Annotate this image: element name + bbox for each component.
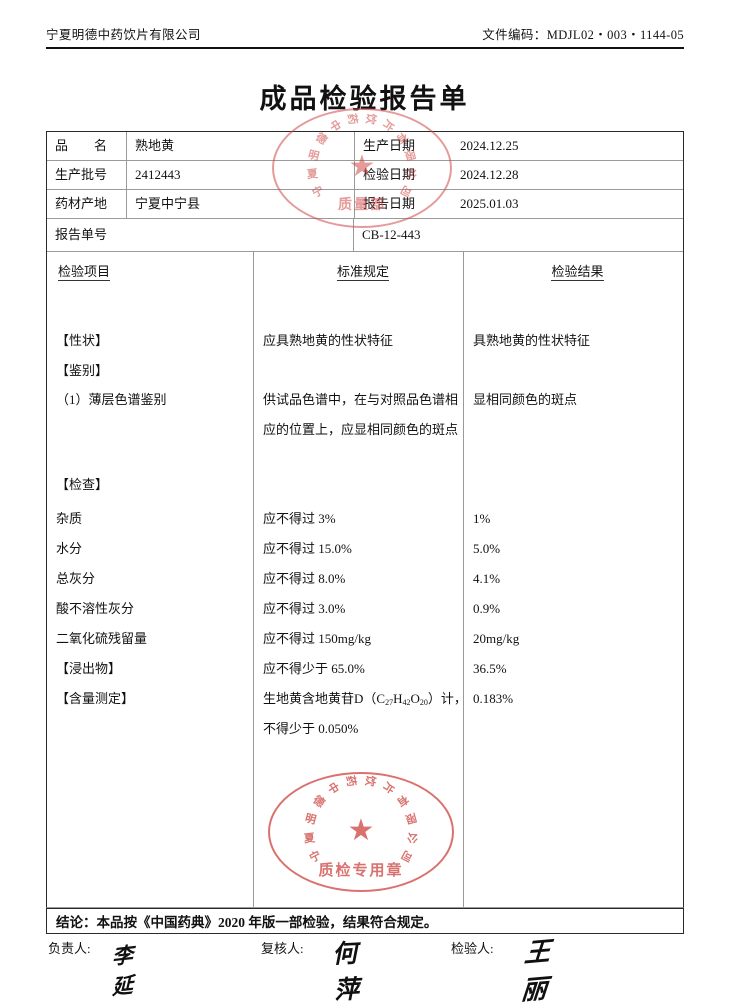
- label-batch-no: 生产批号: [47, 161, 127, 189]
- standard-properties: 应具熟地黄的性状特征: [263, 333, 394, 348]
- column-standard-spec: 标准规定 应具熟地黄的性状特征 供试品色谱中，在与对照品色谱相 应的位置上，应显…: [254, 252, 467, 908]
- item-assay: 【含量测定】: [56, 691, 135, 706]
- label-origin: 药材产地: [47, 190, 127, 218]
- conclusion-text: 结论：本品按《中国药典》2020 年版一部检验，结果符合规定。: [56, 914, 438, 930]
- signature-inspector-label: 检验人:: [451, 941, 494, 956]
- document-code: 文件编码：MDJL02・003・1144-05: [482, 28, 684, 42]
- standard-acid-insoluble-ash: 应不得过 3.0%: [263, 601, 346, 616]
- value-batch-no: 2412443: [135, 167, 181, 182]
- signature-manager-name: 李延: [112, 941, 134, 1000]
- item-impurity: 杂质: [56, 511, 83, 526]
- label-report-no: 报告单号: [47, 219, 354, 251]
- value-product-name: 熟地黄: [135, 138, 175, 153]
- table-row-batch-no: 生产批号 2412443 检验日期 2024.12.28: [47, 161, 683, 190]
- result-moisture: 5.0%: [473, 541, 501, 556]
- signature-manager-label: 负责人:: [48, 941, 91, 956]
- standard-impurity: 应不得过 3%: [263, 511, 336, 526]
- report-table: 品 名 熟地黄 生产日期 2024.12.25 生产批号 2412443 检验日…: [46, 131, 684, 909]
- header-standard-spec: 标准规定: [336, 264, 389, 281]
- grid-divider-2: [463, 252, 464, 908]
- signature-reviewer-label: 复核人:: [261, 941, 304, 956]
- header-inspection-result: 检验结果: [551, 264, 604, 281]
- header-inspection-item: 检验项目: [58, 264, 111, 281]
- standard-so2-residue: 应不得过 150mg/kg: [263, 631, 371, 646]
- signature-row: 负责人: 李延 复核人: 何萍 检验人: 王丽: [46, 936, 684, 1006]
- item-identification: 【鉴别】: [56, 363, 109, 378]
- grid-divider-1: [253, 252, 254, 908]
- label-inspection-date: 检验日期: [354, 161, 452, 189]
- item-acid-insoluble-ash: 酸不溶性灰分: [56, 601, 135, 616]
- standard-moisture: 应不得过 15.0%: [263, 541, 352, 556]
- result-extractives: 36.5%: [473, 661, 507, 676]
- item-extractives: 【浸出物】: [56, 661, 122, 676]
- result-total-ash: 4.1%: [473, 571, 501, 586]
- result-assay: 0.183%: [473, 691, 514, 706]
- standard-tlc-line1: 供试品色谱中，在与对照品色谱相: [263, 392, 459, 407]
- standard-extractives: 应不得少于 65.0%: [263, 661, 365, 676]
- result-tlc: 显相同颜色的斑点: [473, 392, 578, 407]
- item-total-ash: 总灰分: [56, 571, 96, 586]
- standard-total-ash: 应不得过 8.0%: [263, 571, 346, 586]
- item-so2-residue: 二氧化硫残留量: [56, 631, 148, 646]
- item-tlc: （1）薄层色谱鉴别: [56, 392, 167, 407]
- signature-inspector-name: 王丽: [519, 936, 553, 1007]
- standard-assay-line1: 生地黄含地黄苷D（C27H42O20）计，: [263, 691, 467, 707]
- value-report-date: 2025.01.03: [460, 196, 519, 211]
- page-title: 成品检验报告单: [259, 84, 470, 115]
- header-divider: [46, 47, 684, 49]
- company-name: 宁夏明德中药饮片有限公司: [46, 28, 201, 42]
- result-so2-residue: 20mg/kg: [473, 631, 520, 646]
- value-origin: 宁夏中宁县: [135, 196, 201, 211]
- item-properties: 【性状】: [56, 333, 109, 348]
- column-inspection-items: 检验项目 【性状】 【鉴别】 （1）薄层色谱鉴别 【检查】 杂质 水分 总灰分 …: [47, 252, 253, 908]
- standard-assay-line2: 不得少于 0.050%: [263, 721, 359, 736]
- value-production-date: 2024.12.25: [460, 138, 519, 153]
- result-properties: 具熟地黄的性状特征: [473, 333, 591, 348]
- table-row-product-name: 品 名 熟地黄 生产日期 2024.12.25: [47, 132, 683, 161]
- item-moisture: 水分: [56, 541, 83, 556]
- standard-tlc-line2: 应的位置上，应显相同颜色的斑点: [263, 422, 459, 437]
- label-report-date: 报告日期: [354, 190, 452, 218]
- document-header: 宁夏明德中药饮片有限公司 文件编码：MDJL02・003・1144-05: [46, 24, 684, 50]
- column-inspection-result: 检验结果 具熟地黄的性状特征 显相同颜色的斑点 1% 5.0% 4.1% 0.9…: [464, 252, 682, 908]
- item-examination: 【检查】: [56, 477, 109, 492]
- result-impurity: 1%: [473, 511, 491, 526]
- conclusion-row: 结论：本品按《中国药典》2020 年版一部检验，结果符合规定。: [46, 907, 684, 934]
- table-row-report-no: 报告单号 CB-12-443: [47, 219, 683, 252]
- inspection-grid: 检验项目 【性状】 【鉴别】 （1）薄层色谱鉴别 【检查】 杂质 水分 总灰分 …: [47, 252, 683, 908]
- label-product-name: 品 名: [47, 132, 127, 160]
- signature-reviewer-name: 何萍: [331, 938, 361, 1005]
- value-inspection-date: 2024.12.28: [460, 167, 519, 182]
- value-report-no: CB-12-443: [362, 227, 421, 242]
- label-production-date: 生产日期: [354, 132, 452, 160]
- result-acid-insoluble-ash: 0.9%: [473, 601, 501, 616]
- table-row-origin: 药材产地 宁夏中宁县 报告日期 2025.01.03: [47, 190, 683, 219]
